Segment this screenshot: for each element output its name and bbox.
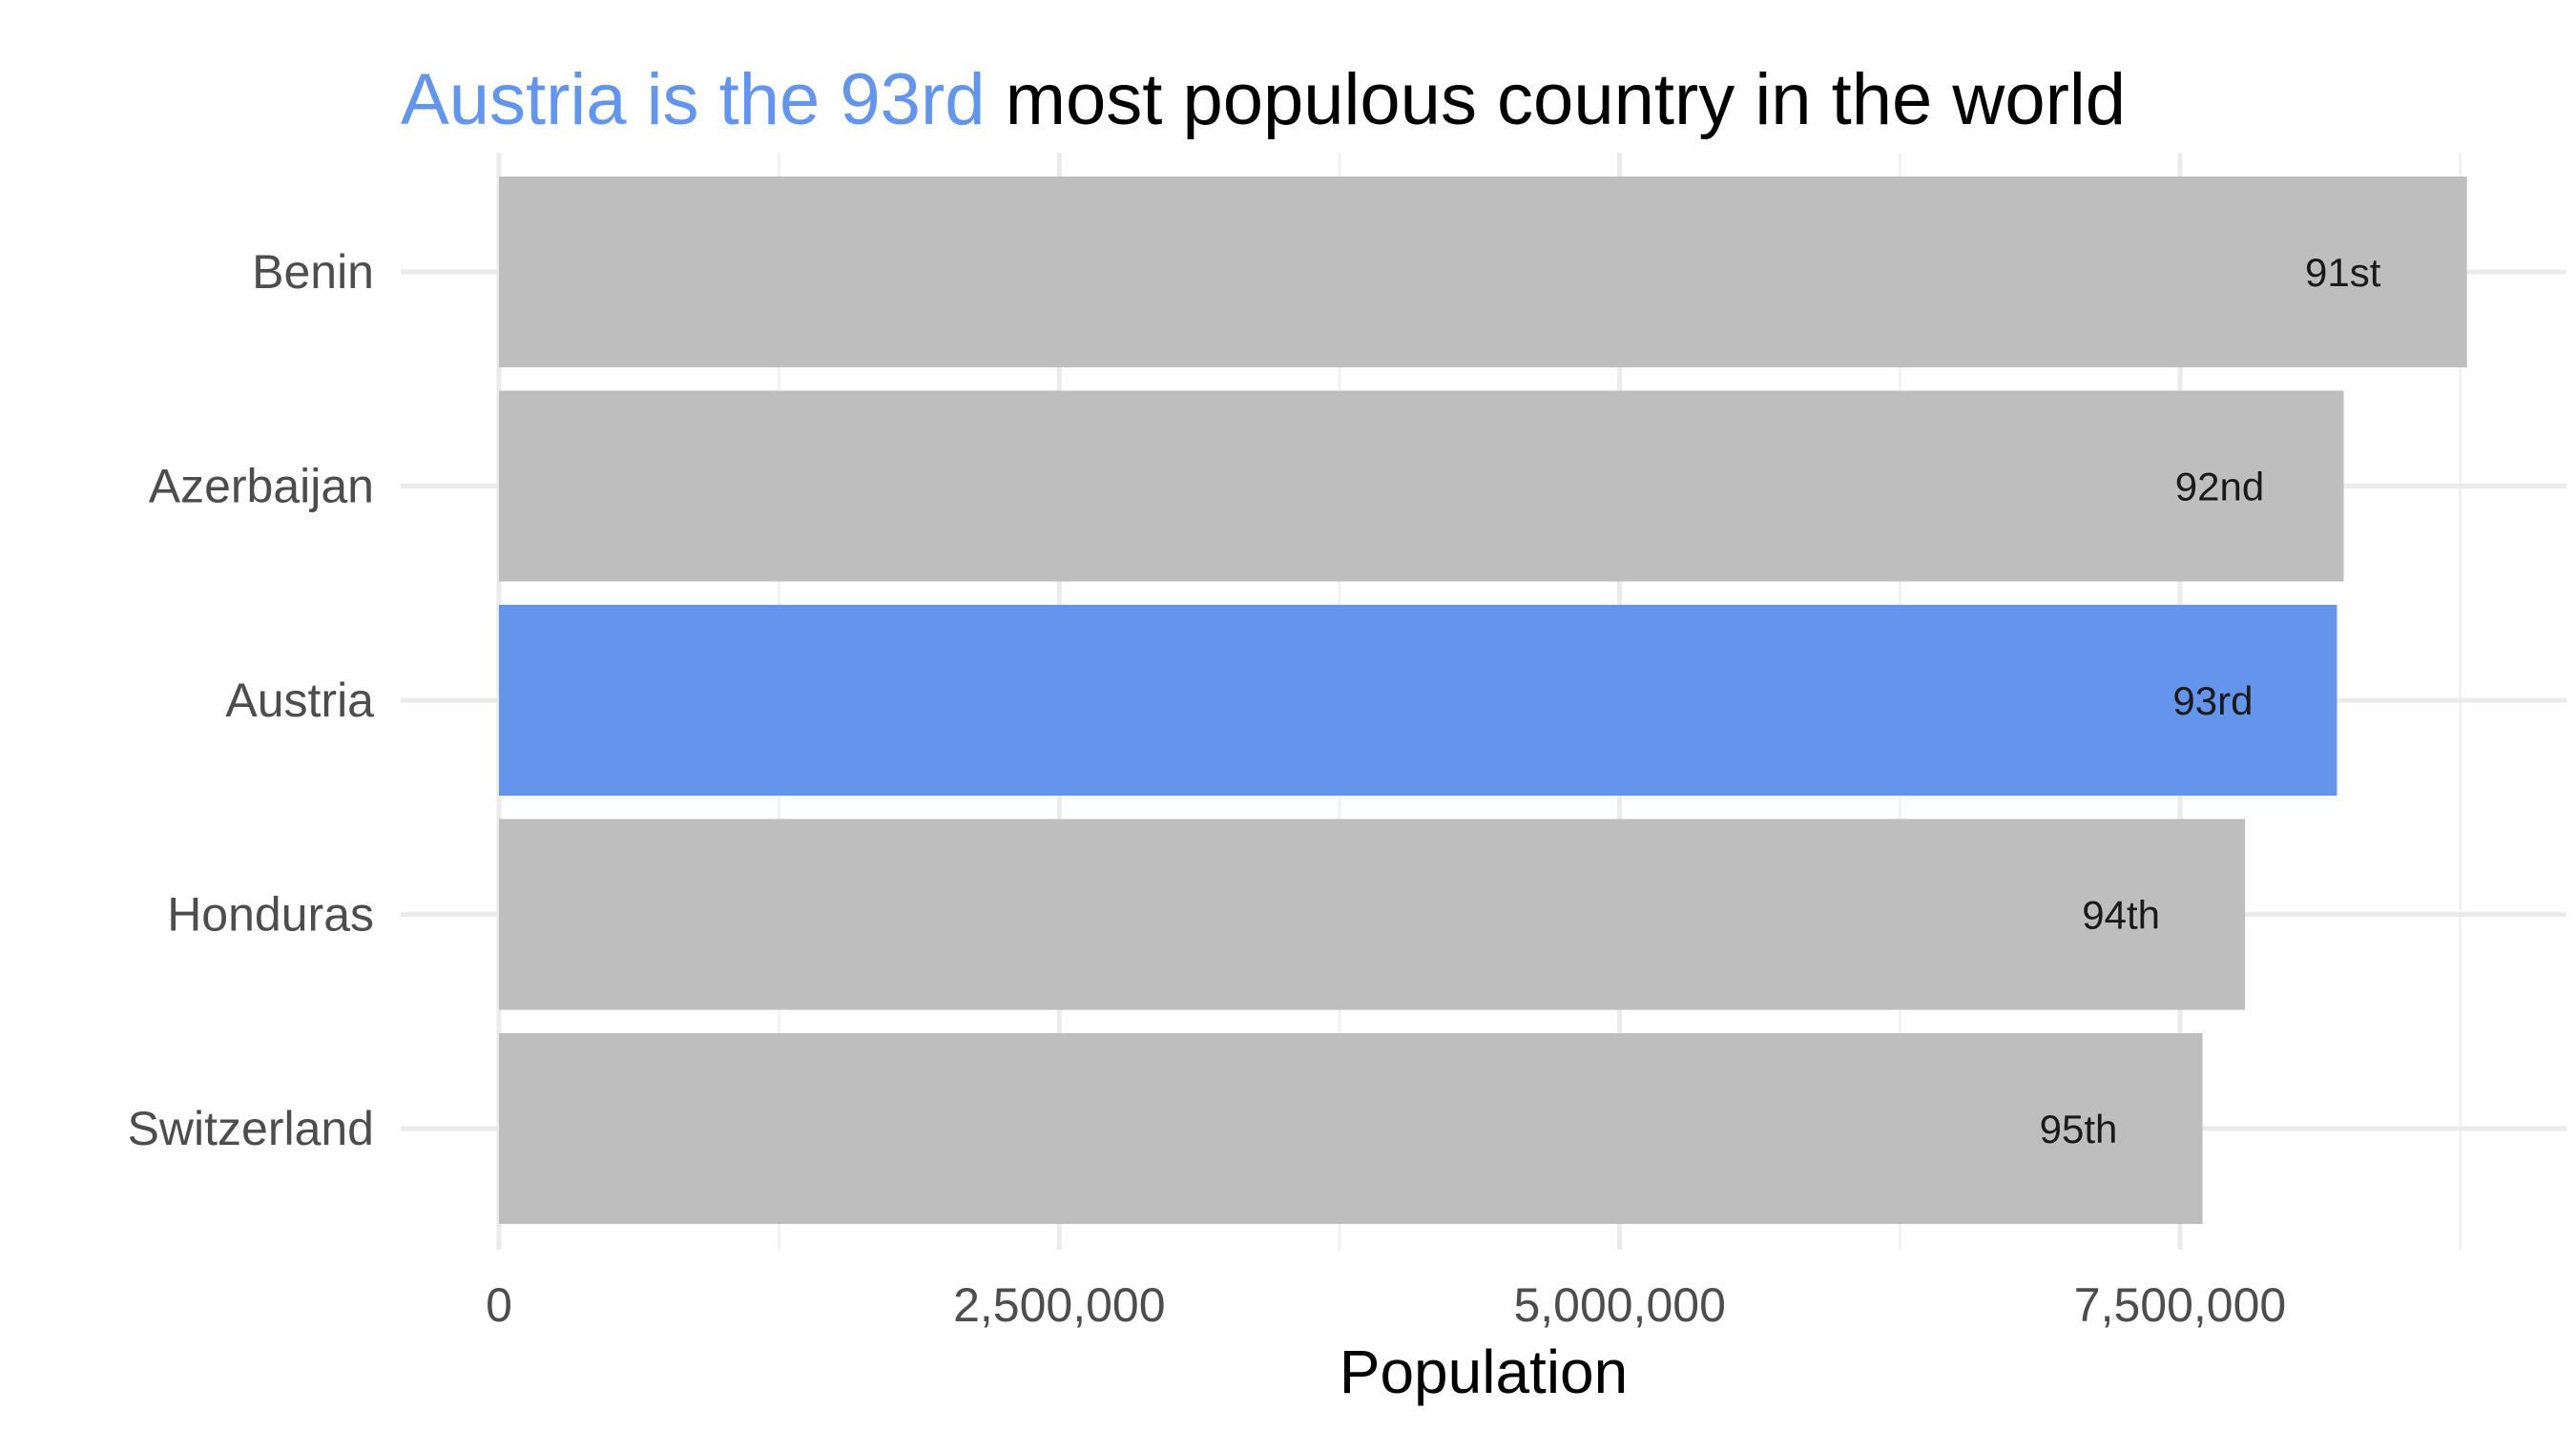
- bar-label-honduras: 94th: [2082, 893, 2160, 938]
- y-tick-label-honduras: Honduras: [167, 888, 374, 942]
- y-tick-label-benin: Benin: [252, 245, 374, 299]
- y-axis: Benin Azerbaijan Austria Honduras Switzerlan…: [128, 245, 375, 1155]
- x-tick-label: 0: [486, 1278, 512, 1332]
- bar-azerbaijan: [499, 390, 2344, 582]
- x-tick-label: 7,500,000: [2074, 1278, 2286, 1332]
- x-tick-label: 5,000,000: [1513, 1278, 1725, 1332]
- bar-austria: [499, 605, 2337, 796]
- y-tick-label-switzerland: Switzerland: [128, 1102, 374, 1155]
- x-tick-label: 2,500,000: [953, 1278, 1165, 1332]
- x-axis-title: Population: [1340, 1338, 1628, 1406]
- y-tick-label-austria: Austria: [225, 674, 374, 727]
- bar-label-austria: 93rd: [2172, 678, 2253, 723]
- chart-title-highlight: Austria is the 93rd: [401, 59, 986, 140]
- bar-switzerland: [499, 1033, 2203, 1224]
- chart-title: Austria is the 93rd most populous countr…: [401, 59, 2126, 140]
- x-axis: 0 2,500,000 5,000,000 7,500,000: [486, 1278, 2286, 1332]
- bar-benin: [499, 176, 2467, 367]
- bar-label-azerbaijan: 92nd: [2175, 465, 2264, 509]
- bar-labels: 91st 92nd 93rd 94th 95th: [2040, 250, 2381, 1151]
- y-tick-label-azerbaijan: Azerbaijan: [149, 460, 374, 513]
- bar-label-switzerland: 95th: [2040, 1107, 2118, 1151]
- bars: [499, 176, 2467, 1224]
- bar-honduras: [499, 819, 2246, 1010]
- chart-title-rest: most populous country in the world: [986, 59, 2127, 140]
- bar-label-benin: 91st: [2305, 250, 2381, 295]
